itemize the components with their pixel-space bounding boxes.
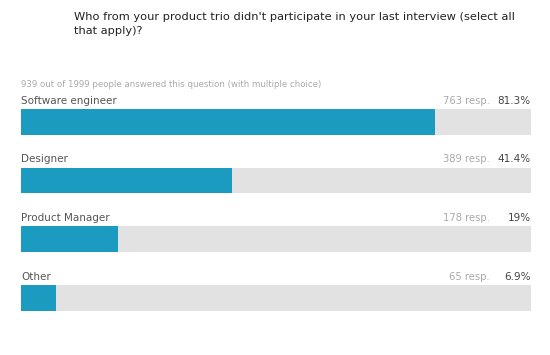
Text: 65 resp.: 65 resp. — [449, 272, 490, 282]
Text: 763 resp.: 763 resp. — [443, 96, 490, 106]
Text: Other: Other — [21, 272, 51, 282]
Text: 178 resp.: 178 resp. — [443, 213, 490, 223]
Text: 19%: 19% — [508, 213, 531, 223]
Text: 939 out of 1999 people answered this question (with multiple choice): 939 out of 1999 people answered this que… — [21, 80, 321, 89]
Text: Who from your product trio didn't participate in your last interview (select all: Who from your product trio didn't partic… — [74, 12, 515, 36]
Text: 28: 28 — [31, 27, 47, 37]
Text: 41.4%: 41.4% — [498, 154, 531, 164]
Text: Designer: Designer — [21, 154, 68, 164]
Text: 389 resp.: 389 resp. — [443, 154, 490, 164]
Text: 81.3%: 81.3% — [498, 96, 531, 106]
Text: Product Manager: Product Manager — [21, 213, 109, 223]
Text: 6.9%: 6.9% — [504, 272, 531, 282]
Text: Software engineer: Software engineer — [21, 96, 117, 106]
Text: ✓: ✓ — [18, 27, 26, 37]
